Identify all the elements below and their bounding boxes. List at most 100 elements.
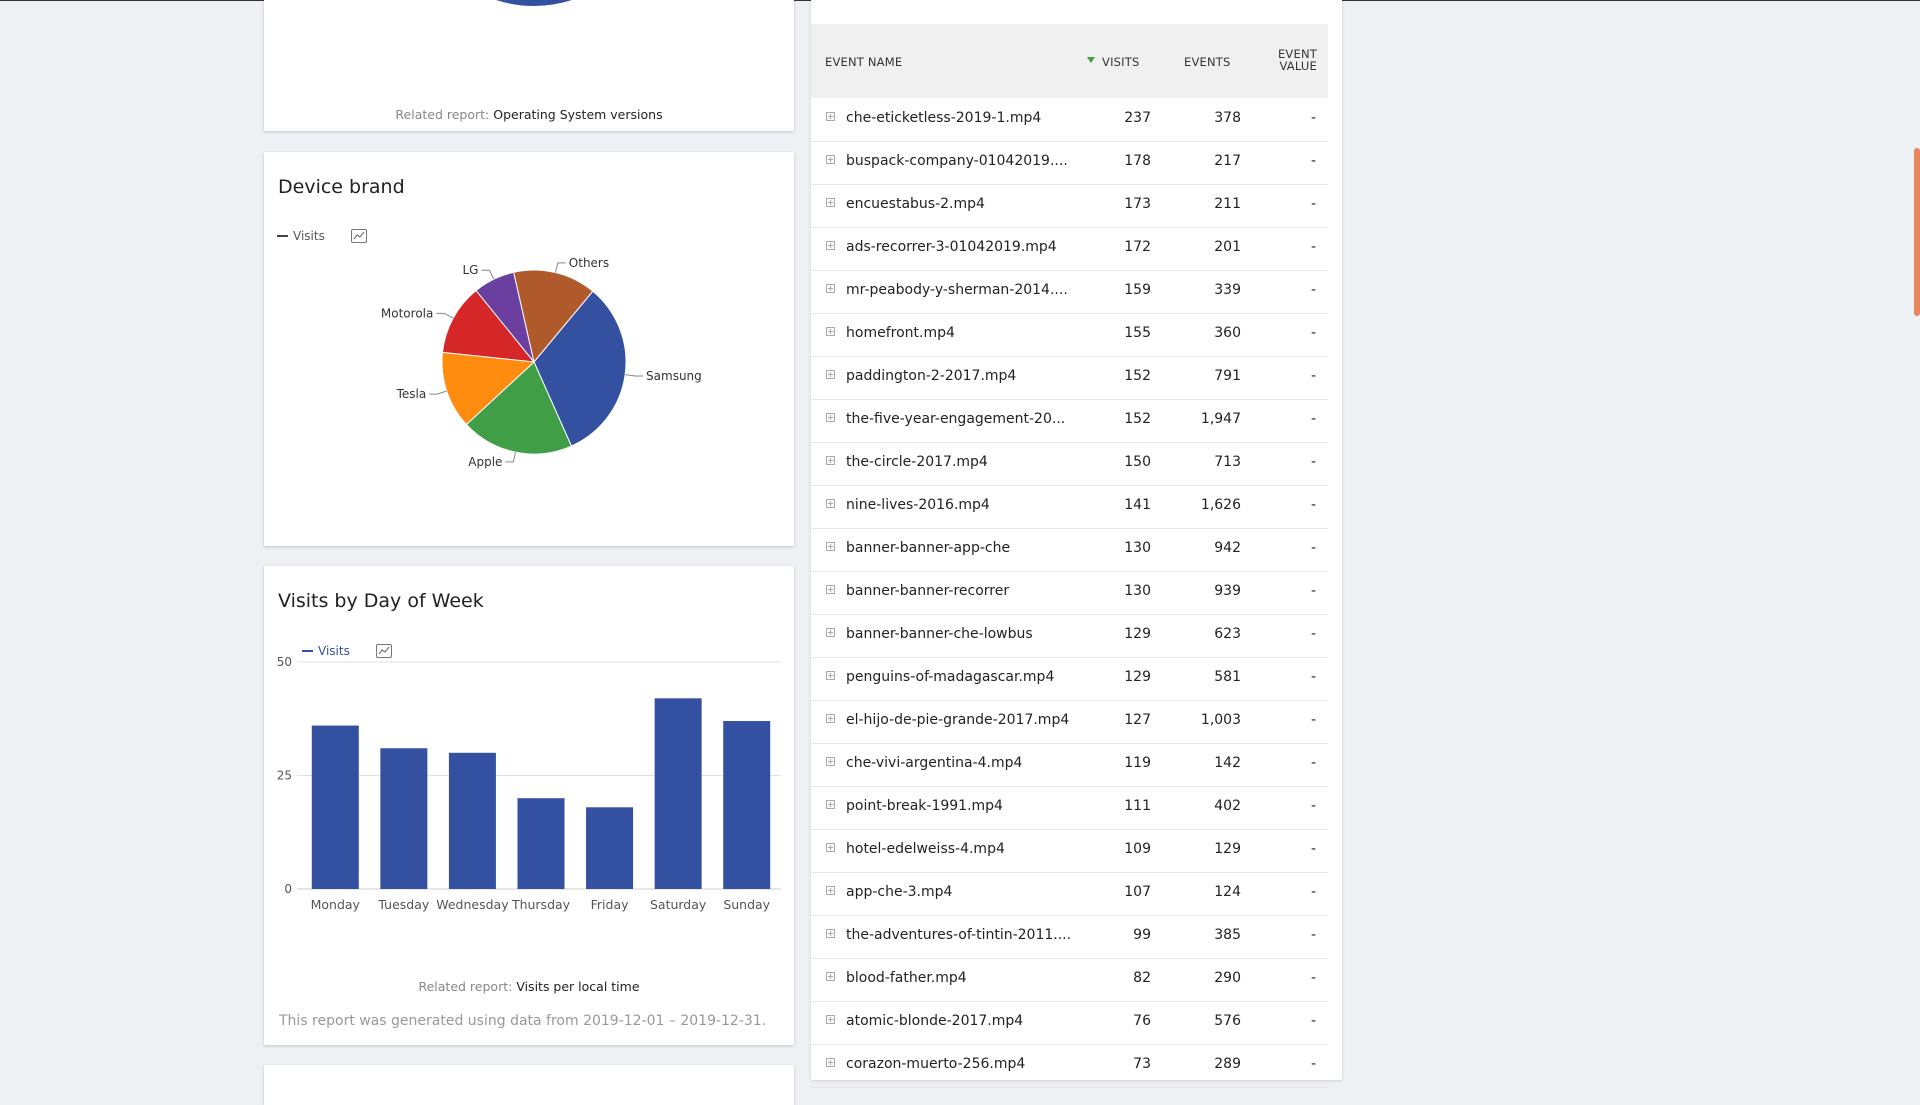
event-name-cell[interactable]: banner-banner-che-lowbus <box>846 626 1033 642</box>
visits-cell: 152 <box>1124 411 1151 427</box>
bar-friday[interactable] <box>586 807 634 889</box>
event-name-cell[interactable]: el-hijo-de-pie-grande-2017.mp4 <box>846 712 1070 728</box>
expand-row-icon[interactable] <box>826 542 835 551</box>
table-row[interactable]: atomic-blonde-2017.mp4 76 576 - <box>811 1001 1328 1045</box>
expand-row-icon[interactable] <box>826 585 835 594</box>
expand-row-icon[interactable] <box>826 886 835 895</box>
bar-thursday[interactable] <box>517 798 565 889</box>
table-row[interactable]: hotel-edelweiss-4.mp4 109 129 - <box>811 829 1328 873</box>
expand-row-icon[interactable] <box>826 757 835 766</box>
event-name-cell[interactable]: paddington-2-2017.mp4 <box>846 368 1017 384</box>
expand-row-icon[interactable] <box>826 284 835 293</box>
table-row[interactable]: homefront.mp4 155 360 - <box>811 313 1328 357</box>
pie-slice-motorola[interactable] <box>441 289 536 363</box>
event-name-cell[interactable]: ads-recorrer-3-01042019.mp4 <box>846 239 1057 255</box>
table-row[interactable]: the-adventures-of-tintin-2011.... 99 385 - <box>811 915 1328 959</box>
table-row[interactable]: paddington-2-2017.mp4 152 791 - <box>811 356 1328 400</box>
expand-row-icon[interactable] <box>826 714 835 723</box>
expand-row-icon[interactable] <box>826 456 835 465</box>
expand-row-icon[interactable] <box>826 1015 835 1024</box>
table-row[interactable]: banner-banner-che-lowbus 129 623 - <box>811 614 1328 658</box>
pie-slice-others[interactable] <box>513 269 594 364</box>
expand-row-icon[interactable] <box>826 241 835 250</box>
event-name-cell[interactable]: the-circle-2017.mp4 <box>846 454 988 470</box>
event-name-cell[interactable]: banner-banner-app-che <box>846 540 1011 556</box>
event-name-cell[interactable]: corazon-muerto-256.mp4 <box>846 1056 1026 1072</box>
event-value-cell: - <box>1310 282 1316 298</box>
table-row[interactable]: che-vivi-argentina-4.mp4 119 142 - <box>811 743 1328 787</box>
table-row[interactable]: mr-peabody-y-sherman-2014.... 159 339 - <box>811 270 1328 314</box>
table-row[interactable]: che-eticketless-2019-1.mp4 237 378 - <box>811 98 1328 142</box>
bar-tuesday[interactable] <box>380 748 428 889</box>
event-name-cell[interactable]: nine-lives-2016.mp4 <box>846 497 990 513</box>
column-header-events[interactable]: EVENTS <box>1184 55 1231 69</box>
bar-sunday[interactable] <box>723 721 771 889</box>
event-name-cell[interactable]: the-adventures-of-tintin-2011.... <box>846 927 1072 943</box>
page-scrollbar-thumb[interactable] <box>1914 148 1920 316</box>
legend-label[interactable]: Visits <box>293 229 325 243</box>
table-row[interactable]: buspack-company-01042019.... 178 217 - <box>811 141 1328 185</box>
expand-row-icon[interactable] <box>826 800 835 809</box>
expand-row-icon[interactable] <box>826 327 835 336</box>
expand-row-icon[interactable] <box>826 1058 835 1067</box>
evolution-graph-icon[interactable] <box>375 644 392 658</box>
table-row[interactable]: el-hijo-de-pie-grande-2017.mp4 127 1,003 - <box>811 700 1328 744</box>
event-name-cell[interactable]: blood-father.mp4 <box>846 970 967 986</box>
expand-row-icon[interactable] <box>826 628 835 637</box>
os-pie-fragment <box>496 0 572 6</box>
event-name-cell[interactable]: penguins-of-madagascar.mp4 <box>846 669 1055 685</box>
visits-cell: 172 <box>1124 239 1151 255</box>
event-name-cell[interactable]: app-che-3.mp4 <box>846 884 953 900</box>
table-row[interactable]: app-che-3.mp4 107 124 - <box>811 872 1328 916</box>
sort-descending-icon[interactable] <box>1087 57 1097 65</box>
table-row[interactable]: nine-lives-2016.mp4 141 1,626 - <box>811 485 1328 529</box>
expand-row-icon[interactable] <box>826 370 835 379</box>
event-name-cell[interactable]: homefront.mp4 <box>846 325 955 341</box>
event-name-cell[interactable]: hotel-edelweiss-4.mp4 <box>846 841 1005 857</box>
bar-saturday[interactable] <box>654 698 702 889</box>
event-name-cell[interactable]: mr-peabody-y-sherman-2014.... <box>846 282 1068 298</box>
event-name-cell[interactable]: atomic-blonde-2017.mp4 <box>846 1013 1024 1029</box>
expand-row-icon[interactable] <box>826 972 835 981</box>
y-tick-label: 25 <box>277 769 292 783</box>
expand-row-icon[interactable] <box>826 112 835 121</box>
expand-row-icon[interactable] <box>826 671 835 680</box>
column-header-visits[interactable]: VISITS <box>1102 55 1140 69</box>
x-tick-label-wednesday: Wednesday <box>436 897 509 912</box>
event-name-cell[interactable]: point-break-1991.mp4 <box>846 798 1003 814</box>
table-row[interactable]: encuestabus-2.mp4 173 211 - <box>811 184 1328 228</box>
column-header-event-name[interactable]: EVENT NAME <box>825 55 903 69</box>
table-row[interactable]: corazon-muerto-256.mp4 73 289 - <box>811 1044 1328 1088</box>
events-cell: 623 <box>1214 626 1241 642</box>
event-name-cell[interactable]: buspack-company-01042019.... <box>846 153 1068 169</box>
column-header-event-value[interactable]: EVENT VALUE <box>1273 48 1317 72</box>
expand-row-icon[interactable] <box>826 843 835 852</box>
evolution-graph-icon[interactable] <box>350 229 367 243</box>
event-name-cell[interactable]: banner-banner-recorrer <box>846 583 1010 599</box>
expand-row-icon[interactable] <box>826 499 835 508</box>
table-row[interactable]: penguins-of-madagascar.mp4 129 581 - <box>811 657 1328 701</box>
pie-slice-samsung[interactable] <box>533 290 627 447</box>
expand-row-icon[interactable] <box>826 929 835 938</box>
table-row[interactable]: banner-banner-app-che 130 942 - <box>811 528 1328 572</box>
related-report-link[interactable]: Visits per local time <box>516 979 640 994</box>
event-name-cell[interactable]: che-vivi-argentina-4.mp4 <box>846 755 1023 771</box>
bar-monday[interactable] <box>311 725 359 889</box>
bar-wednesday[interactable] <box>448 752 496 889</box>
event-name-cell[interactable]: encuestabus-2.mp4 <box>846 196 985 212</box>
event-name-cell[interactable]: che-eticketless-2019-1.mp4 <box>846 110 1042 126</box>
table-row[interactable]: banner-banner-recorrer 130 939 - <box>811 571 1328 615</box>
expand-row-icon[interactable] <box>826 413 835 422</box>
table-row[interactable]: ads-recorrer-3-01042019.mp4 172 201 - <box>811 227 1328 271</box>
expand-row-icon[interactable] <box>826 198 835 207</box>
table-row[interactable]: blood-father.mp4 82 290 - <box>811 958 1328 1002</box>
event-name-cell[interactable]: the-five-year-engagement-20... <box>846 411 1066 427</box>
expand-row-icon[interactable] <box>826 155 835 164</box>
table-row[interactable]: the-five-year-engagement-20... 152 1,947 - <box>811 399 1328 443</box>
related-report-link[interactable]: Operating System versions <box>493 107 663 122</box>
table-row[interactable]: the-circle-2017.mp4 150 713 - <box>811 442 1328 486</box>
visits-cell: 109 <box>1124 841 1151 857</box>
legend-label[interactable]: Visits <box>318 644 350 658</box>
table-row[interactable]: point-break-1991.mp4 111 402 - <box>811 786 1328 830</box>
pie-slice-apple[interactable] <box>465 361 573 455</box>
